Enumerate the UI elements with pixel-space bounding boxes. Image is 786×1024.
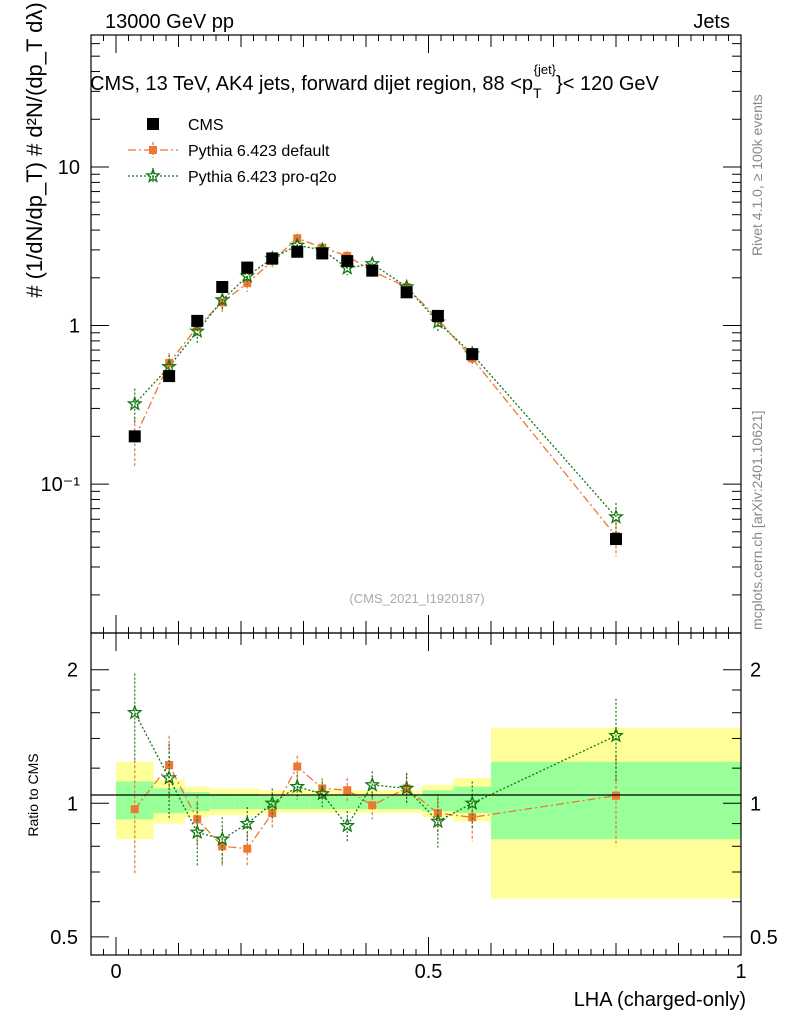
svg-text:# (1/dN/dp_T) # d²N/(dp_T dλ): # (1/dN/dp_T) # d²N/(dp_T dλ) <box>22 2 47 298</box>
xtick-label-1: 0.5 <box>415 961 443 983</box>
ratio-point-default-0 <box>130 805 139 814</box>
ratio-point-default-9 <box>368 801 377 810</box>
legend-proq2o-marker <box>145 167 161 183</box>
ratio-point-proq2o-2 <box>189 823 206 840</box>
main-point-cms-6 <box>291 245 304 258</box>
main-point-default-4 <box>243 279 252 288</box>
legend-default-label: Pythia 6.423 default <box>188 143 330 160</box>
ratio-ylabel: Ratio to CMS <box>25 753 41 836</box>
main-point-cms-2 <box>191 314 204 327</box>
main-line-default <box>134 237 617 537</box>
ratio-point-default-6 <box>293 762 302 771</box>
ratio-point-proq2o-7 <box>314 785 331 801</box>
main-point-cms-3 <box>216 281 229 294</box>
ratio-uncertainty-bands <box>116 727 741 899</box>
main-point-proq2o-3 <box>214 291 231 307</box>
ratio-point-proq2o-6 <box>289 778 306 794</box>
band-inner-3 <box>209 793 235 810</box>
band-inner-4 <box>234 793 260 810</box>
title-main: CMS, 13 TeV, AK4 jets, forward dijet reg… <box>90 73 533 95</box>
ratio-point-default-10 <box>402 784 411 793</box>
main-point-cms-9 <box>366 264 379 277</box>
band-inner-6 <box>284 795 310 810</box>
main-point-cms-7 <box>316 247 329 260</box>
ratio-point-proq2o-13 <box>608 727 624 743</box>
main-point-default-1 <box>165 359 174 368</box>
title-end: }< 120 GeV <box>556 73 660 95</box>
title-sup: {jet} <box>534 62 557 77</box>
ratio-point-default-13 <box>612 791 620 800</box>
ratio-point-default-12 <box>468 813 477 822</box>
main-point-cms-10 <box>400 286 413 299</box>
main-point-proq2o-4 <box>239 267 256 283</box>
main-line-proq2o <box>134 244 617 518</box>
ratio-ytick-label-right-0: 0.5 <box>750 927 778 949</box>
main-point-proq2o-2 <box>189 322 206 339</box>
ratio-ytick-label-right-2: 2 <box>750 660 761 682</box>
ratio-point-proq2o-4 <box>239 815 256 831</box>
main-point-cms-1 <box>163 370 176 383</box>
ratio-point-proq2o-1 <box>161 769 178 785</box>
main-ytick-label-1: 1 <box>69 316 80 338</box>
legend-cms-label: CMS <box>188 117 224 134</box>
ratio-point-proq2o-9 <box>364 776 381 792</box>
xtick-label-0: 0 <box>110 961 121 983</box>
ratio-ytick-label-left-0: 0.5 <box>50 927 78 949</box>
ratio-point-proq2o-0 <box>126 704 143 720</box>
ratio-point-proq2o-5 <box>264 794 281 811</box>
main-ylabel-text: # (1/dN/dp_T) # d²N/(dp_T dλ) <box>22 2 47 298</box>
title-sub: T <box>533 85 542 101</box>
chart-title: CMS, 13 TeV, AK4 jets, forward dijet reg… <box>90 62 660 101</box>
main-point-cms-0 <box>128 430 141 443</box>
ratio-point-proq2o-11 <box>429 813 446 829</box>
main-point-cms-12 <box>466 348 479 361</box>
main-point-proq2o-13 <box>608 508 624 524</box>
main-point-proq2o-0 <box>126 395 143 411</box>
side-label-rivet: Rivet 4.1.0, ≥ 100k events <box>749 94 765 256</box>
main-point-cms-5 <box>266 252 279 265</box>
main-point-proq2o-1 <box>161 358 178 374</box>
header-right: Jets <box>693 11 730 33</box>
ratio-ytick-label-left-1: 1 <box>67 793 78 815</box>
side-label-mcplots: mcplots.cern.ch [arXiv:2401.10621] <box>749 411 765 630</box>
header-left: 13000 GeV pp <box>105 11 234 33</box>
legend: CMS Pythia 6.423 default Pythia 6.423 pr… <box>128 117 337 186</box>
ratio-point-proq2o-3 <box>214 830 231 846</box>
main-ytick-label-0: 10⁻¹ <box>41 474 81 496</box>
band-inner-8 <box>334 795 360 810</box>
ratio-point-proq2o-12 <box>464 794 481 811</box>
main-ylabel: # (1/dN/dp_T) # d²N/(dp_T dλ) <box>22 2 47 298</box>
ratio-ytick-label-right-1: 1 <box>750 793 761 815</box>
ratio-line-default <box>134 763 617 850</box>
legend-default-marker <box>149 146 157 154</box>
legend-proq2o-label: Pythia 6.423 pro-q2o <box>188 169 337 186</box>
ratio-point-proq2o-8 <box>339 817 356 833</box>
main-point-cms-8 <box>341 255 354 268</box>
main-point-cms-13 <box>610 533 622 546</box>
data-points <box>126 233 624 875</box>
ratio-point-proq2o-10 <box>398 780 415 796</box>
analysis-watermark: (CMS_2021_I1920187) <box>349 591 484 606</box>
ratio-point-default-4 <box>243 844 252 853</box>
ratio-ytick-label-left-2: 2 <box>67 660 78 682</box>
ratio-line-proq2o <box>134 712 617 840</box>
xtick-label-2: 1 <box>735 961 746 983</box>
ratio-panel-frame <box>90 632 742 956</box>
main-point-default-2 <box>193 322 202 331</box>
main-point-cms-11 <box>431 309 444 322</box>
legend-cms-marker <box>147 118 159 130</box>
main-point-cms-4 <box>241 261 254 274</box>
main-ytick-label-2: 10 <box>58 157 80 179</box>
ratio-point-default-8 <box>343 786 352 795</box>
x-axis-label: LHA (charged-only) <box>574 989 746 1011</box>
